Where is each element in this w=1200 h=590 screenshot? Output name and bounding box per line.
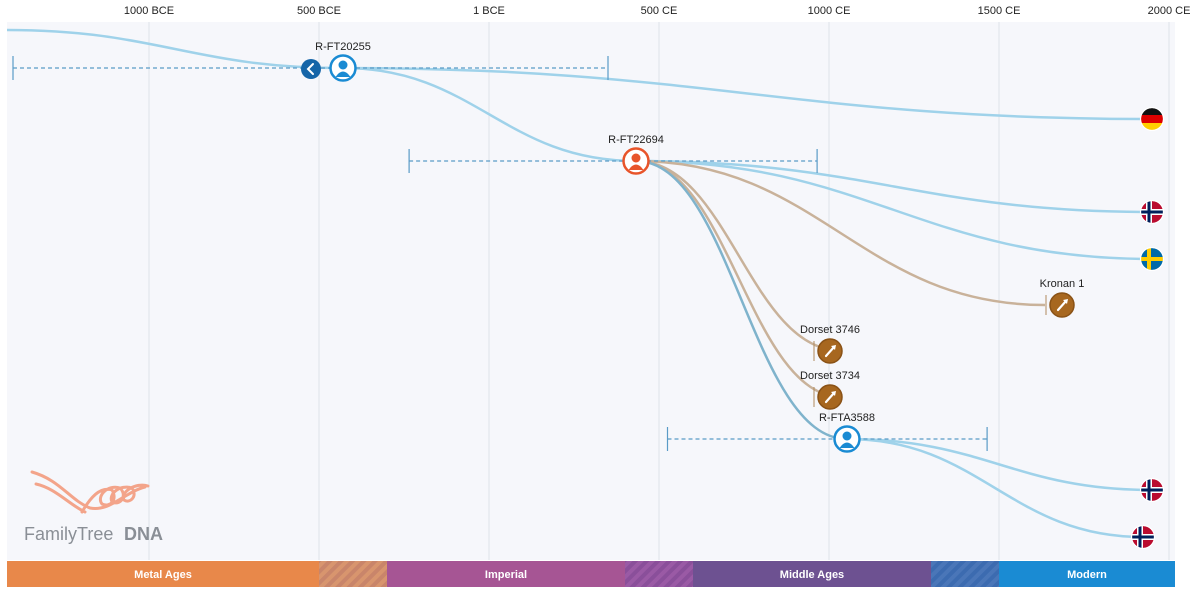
trowel-icon (824, 391, 836, 404)
era-label: Modern (1067, 569, 1107, 581)
era-transition (319, 561, 387, 587)
flag-cross (1132, 535, 1154, 539)
era-label: Metal Ages (134, 569, 192, 581)
plot-background (7, 22, 1175, 560)
flag-ring (1139, 199, 1165, 225)
no-flag-icon (1139, 199, 1165, 225)
branch-line (635, 159, 1153, 214)
person-node[interactable] (329, 54, 357, 82)
era-label: Middle Ages (780, 569, 844, 581)
x-tick-label: 1500 CE (978, 5, 1021, 17)
x-axis: 1000 BCE 500 BCE 1 BCE 500 CE 1000 CE 1500 CE… (124, 5, 1190, 17)
se-flag-icon (1139, 246, 1165, 272)
person-head (842, 431, 852, 441)
trowel-icon (1056, 299, 1068, 312)
no-flag-icon (1139, 477, 1165, 503)
x-tick-label: 1 BCE (473, 5, 505, 17)
branch-line (846, 437, 1144, 539)
se-flag-icon-body (1141, 248, 1163, 270)
trowel-icon (824, 345, 836, 358)
era-modern (999, 561, 1175, 587)
node-label: Kronan 1 (1040, 278, 1085, 290)
branch-line (635, 159, 848, 441)
flag-stripe (1141, 123, 1163, 130)
grid (148, 22, 1170, 560)
era-metal-ages (7, 561, 319, 587)
trowel-icon (831, 345, 836, 350)
person-head (338, 60, 348, 70)
person-node[interactable] (622, 147, 650, 175)
x-tick-label: 1000 BCE (124, 5, 174, 17)
node-label: R-FT20255 (315, 41, 371, 53)
back-button-circle[interactable] (301, 59, 321, 79)
logo-text-bold: DNA (124, 524, 163, 544)
logo-text: FamilyTree (24, 524, 113, 544)
no-flag-icon-body (1141, 201, 1163, 223)
flag-ring (1139, 246, 1165, 272)
flag-cross (1141, 210, 1163, 214)
person-node[interactable] (833, 425, 861, 453)
flag-stripe (1141, 115, 1163, 123)
branch-line (342, 66, 637, 163)
flag-ring (1139, 106, 1165, 132)
flag-ring (1139, 477, 1165, 503)
back-button[interactable] (301, 59, 321, 79)
person-head (631, 153, 641, 163)
ancient-sample-node[interactable] (1049, 292, 1075, 318)
era-label: Imperial (485, 569, 527, 581)
x-tick-label: 1000 CE (808, 5, 851, 17)
branch-line (342, 66, 1153, 121)
x-tick-label: 2000 CE (1148, 5, 1191, 17)
flag-cross (1141, 488, 1163, 492)
era-transition (625, 561, 693, 587)
flag-stripe (1141, 108, 1163, 115)
no-flag-icon-body (1141, 479, 1163, 501)
branch-line (6, 28, 344, 70)
node-label: Dorset 3746 (800, 324, 860, 336)
ancient-branch-line (635, 159, 843, 353)
country-leaves (1130, 106, 1165, 550)
person-body (335, 71, 351, 77)
person-body (628, 164, 644, 170)
ancient-sample-node[interactable] (817, 338, 843, 364)
no-flag-icon (1130, 524, 1156, 550)
node-label: Dorset 3734 (800, 370, 860, 382)
ancient-branch-line (635, 159, 1046, 307)
flag-ring (1130, 524, 1156, 550)
x-tick-label: 500 CE (641, 5, 678, 17)
trowel-icon (1063, 299, 1068, 304)
flag-cross (1141, 257, 1163, 261)
branches (6, 28, 1153, 539)
node-label: R-FT22694 (608, 134, 664, 146)
era-middle-ages (693, 561, 931, 587)
era-transition (931, 561, 999, 587)
node-label: R-FTA3588 (819, 412, 875, 424)
person-body (839, 442, 855, 448)
era-imperial (387, 561, 625, 587)
chevron-left-icon (306, 63, 314, 75)
ancient-sample-node[interactable] (817, 384, 843, 410)
trowel-icon (831, 391, 836, 396)
era-band: Metal Ages Imperial Middle Ages Modern (7, 561, 1175, 587)
de-flag-icon-body (1141, 108, 1163, 130)
branch-line (846, 437, 1153, 492)
nodes: R-FT20255 R-FT22694 R-FTA3588 Dorset 3746 Do… (301, 41, 1085, 453)
x-tick-label: 500 BCE (297, 5, 341, 17)
familytreedna-logo: FamilyTree DNA (24, 470, 163, 544)
branch-line (635, 159, 1153, 261)
no-flag-icon-body (1132, 526, 1154, 548)
de-flag-icon (1139, 106, 1165, 132)
